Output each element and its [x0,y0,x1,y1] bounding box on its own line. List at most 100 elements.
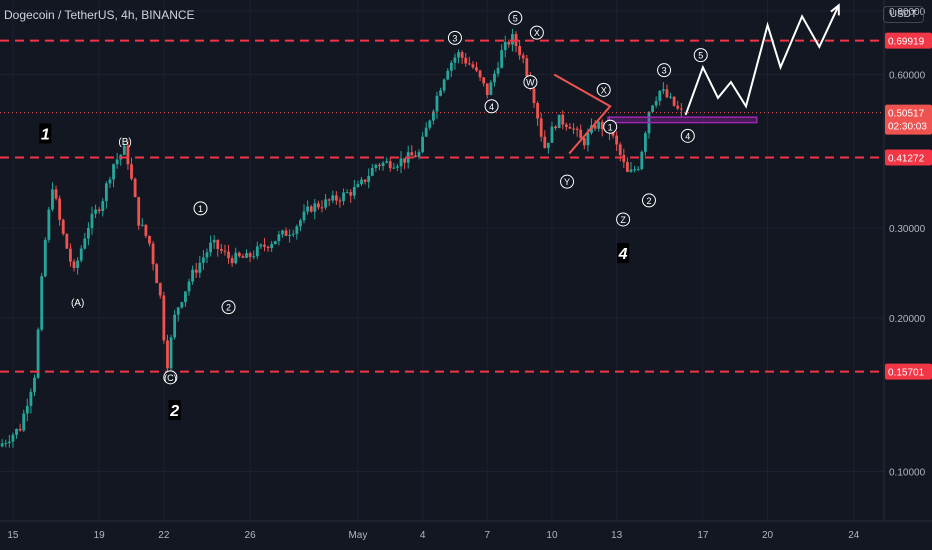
currency-button[interactable]: USDT [882,6,924,23]
candle-body [83,238,87,249]
wave-label-circle [657,63,672,78]
candle-body [568,126,572,129]
wave-label-circle [596,82,611,97]
wave-label-circle [447,30,462,45]
candle-body [482,77,486,84]
price-level-tag [885,32,932,49]
wave-label-circle [616,212,631,227]
wave-label-bold: 1 [41,126,50,143]
candle-body [360,179,363,185]
candle-body [198,262,202,273]
price-tick-label: 0.20000 [889,314,926,325]
candle-body [396,166,399,168]
candle-body [669,96,672,98]
wave-label: X [601,85,607,95]
candle-body [320,207,324,209]
candle-body [654,100,658,106]
candle-body [115,159,119,165]
candle-body [453,57,457,63]
candle-body [104,183,108,202]
candle-body [76,260,80,269]
candle-body [679,108,683,110]
candle-body [449,62,453,71]
wave-label: (B) [118,137,131,148]
candle-body [173,314,177,338]
candle-body [248,253,252,257]
wave-label: 5 [698,51,703,61]
wave-label: 5 [513,13,518,23]
candle-body [564,124,568,127]
candle-body [496,67,500,74]
candle-body [388,161,392,169]
wave-label-bold: 2 [169,403,179,420]
price-tick-label: 0.10000 [889,468,926,479]
candle-body [97,209,101,212]
candle-body [493,73,496,83]
candle-body [518,46,522,56]
candle-body [69,248,72,262]
candle-body [414,155,417,158]
candle-body [273,241,277,245]
wave-label-circle [529,25,544,40]
candle-body [424,127,428,137]
wave-label: X [534,28,540,38]
candle-body [392,167,396,169]
candle-body [431,111,435,121]
countdown-label: 02:30:03 [888,122,927,133]
candle-body [600,121,604,130]
candle-body [266,246,270,249]
candle-body [618,144,622,155]
time-tick-label: 26 [245,530,257,541]
candle-body [144,224,148,236]
candle-body [550,126,554,143]
candle-body [417,152,421,158]
candle-body [201,257,205,263]
candle-body [11,434,15,442]
candle-body [507,41,511,45]
candle-body [169,337,173,369]
candle-body [370,167,374,176]
candle-body [295,226,299,234]
symbol-title: Dogecoin / TetherUS, 4h, BINANCE [4,8,195,22]
projection-path [684,4,840,116]
candle-body [7,441,11,443]
candle-body [356,184,360,188]
candle-body [277,234,281,242]
price-tick-label: 0.30000 [889,224,926,235]
candle-body [403,158,407,163]
wave-label-circle [221,300,236,315]
candle-body [342,192,345,202]
candle-body [363,179,367,182]
candle-body [122,145,126,155]
candle-body [0,443,4,447]
candle-body [539,118,543,137]
candle-body [439,90,442,96]
candle-body [306,206,310,212]
candle-body [270,244,274,249]
candle-body [661,89,665,91]
candle-body [79,248,83,261]
wave-label-circle [193,201,208,216]
candle-body [94,209,97,214]
triangle-drawing [553,73,612,155]
time-tick-label: 4 [420,530,426,541]
time-tick-label: 15 [7,530,19,541]
wave-label-circle [560,174,575,189]
wave-label-bold-bg [617,243,630,264]
candle-body [658,90,662,101]
candle-body [554,126,557,129]
time-tick-label: 19 [94,530,106,541]
candle-body [252,256,256,258]
candle-body [442,79,446,91]
candle-body [209,242,212,253]
candle-body [640,151,644,170]
time-tick-label: 17 [697,530,709,541]
candle-body [223,250,227,252]
price-tick-label: 0.80000 [889,7,926,18]
candle-body [557,114,561,129]
candle-body [611,132,615,136]
wave-label-bold: 4 [618,246,628,263]
candle-body [284,230,288,236]
